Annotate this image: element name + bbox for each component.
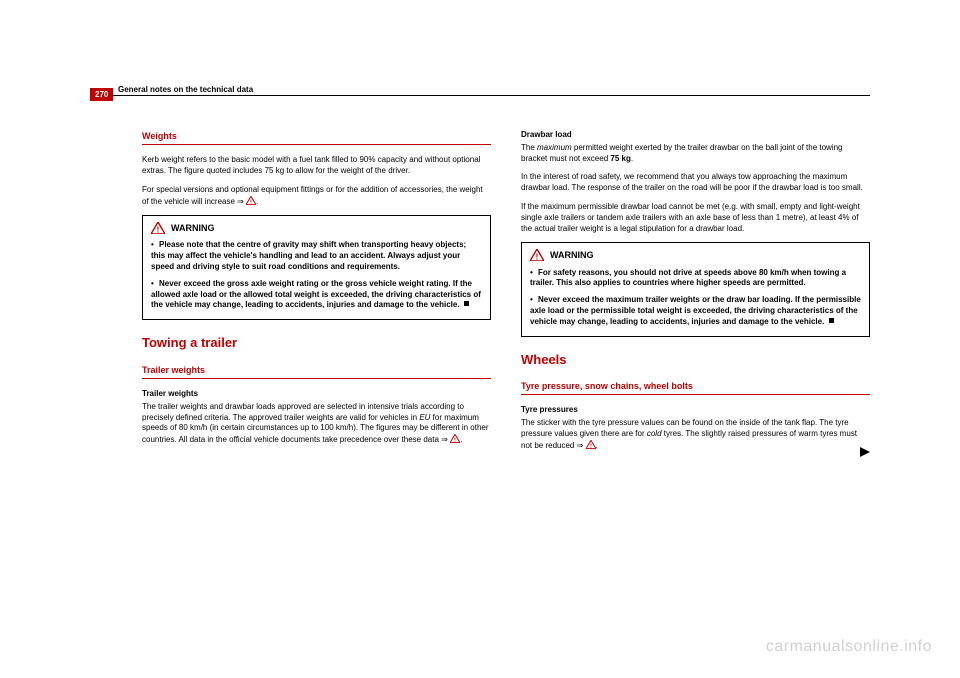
svg-text:!: !: [536, 253, 539, 262]
svg-text:!: !: [157, 226, 160, 235]
warning-box-1: ! WARNING •Please note that the centre o…: [142, 215, 491, 320]
drawbar-title: Drawbar load: [521, 130, 870, 141]
weights-p2-text-a: For special versions and optional equipm…: [142, 185, 483, 206]
warning-box-2: ! WARNING •For safety reasons, you shoul…: [521, 242, 870, 336]
warning1-bullet-2: •Never exceed the gross axle weight rati…: [151, 279, 482, 311]
warning-triangle-icon: !: [246, 196, 256, 205]
end-marker-icon: [464, 301, 469, 306]
weights-p2-text-b: .: [256, 197, 258, 206]
warning-triangle-icon: !: [151, 222, 165, 234]
tyre-paragraph: The sticker with the tyre pressure value…: [521, 418, 870, 451]
drawbar-max: maximum: [537, 143, 572, 152]
drawbar-p1: The maximum permitted weight exerted by …: [521, 143, 870, 165]
trailer-weights-heading: Trailer weights: [142, 364, 491, 379]
warning-label: WARNING: [171, 222, 215, 234]
svg-text:!: !: [454, 438, 456, 444]
drawbar-p3: If the maximum permissible drawbar load …: [521, 202, 870, 234]
warning2-b2-text: Never exceed the maximum trailer weights…: [530, 295, 861, 326]
warning1-b1-text: Please note that the centre of gravity m…: [151, 240, 466, 271]
watermark: carmanualsonline.info: [766, 638, 932, 656]
end-marker-icon: [829, 318, 834, 323]
wheels-heading: Wheels: [521, 351, 870, 369]
page-number-badge: 270: [90, 88, 113, 101]
warning1-bullet-1: •Please note that the centre of gravity …: [151, 240, 482, 272]
trailer-weights-title: Trailer weights: [142, 389, 491, 400]
warning-label: WARNING: [550, 249, 594, 261]
right-column: Drawbar load The maximum permitted weigh…: [521, 130, 870, 459]
left-column: Weights Kerb weight refers to the basic …: [142, 130, 491, 459]
drawbar-p2: In the interest of road safety, we recom…: [521, 172, 870, 194]
header-title: General notes on the technical data: [118, 85, 253, 94]
warning-triangle-icon: !: [530, 249, 544, 261]
weights-paragraph-1: Kerb weight refers to the basic model wi…: [142, 155, 491, 177]
warning2-bullet-1: •For safety reasons, you should not driv…: [530, 268, 861, 290]
drawbar-kg: 75 kg: [610, 154, 630, 163]
tyre-heading: Tyre pressure, snow chains, wheel bolts: [521, 380, 870, 395]
warning-triangle-icon: !: [450, 434, 460, 443]
tyre-title: Tyre pressures: [521, 405, 870, 416]
weights-paragraph-2: For special versions and optional equipm…: [142, 185, 491, 208]
warning1-b2-text: Never exceed the gross axle weight ratin…: [151, 279, 481, 310]
warning2-b1-text: For safety reasons, you should not drive…: [530, 268, 846, 288]
trailer-p-a: The trailer weights and drawbar loads ap…: [142, 402, 464, 422]
trailer-p-c: .: [460, 435, 462, 444]
svg-text:!: !: [590, 443, 592, 449]
header-rule: [90, 95, 870, 96]
tyre-cold: cold: [647, 429, 662, 438]
trailer-weights-paragraph: The trailer weights and drawbar loads ap…: [142, 402, 491, 446]
towing-heading: Towing a trailer: [142, 334, 491, 352]
drawbar-p1-c: .: [631, 154, 633, 163]
weights-heading: Weights: [142, 130, 491, 145]
svg-text:!: !: [250, 199, 252, 205]
trailer-eu: EU: [419, 413, 430, 422]
warning-triangle-icon: !: [586, 440, 596, 449]
warning2-bullet-2: •Never exceed the maximum trailer weight…: [530, 295, 861, 327]
tyre-p-c: .: [596, 441, 598, 450]
drawbar-p1-a: The: [521, 143, 537, 152]
continue-arrow-icon: [860, 447, 870, 457]
